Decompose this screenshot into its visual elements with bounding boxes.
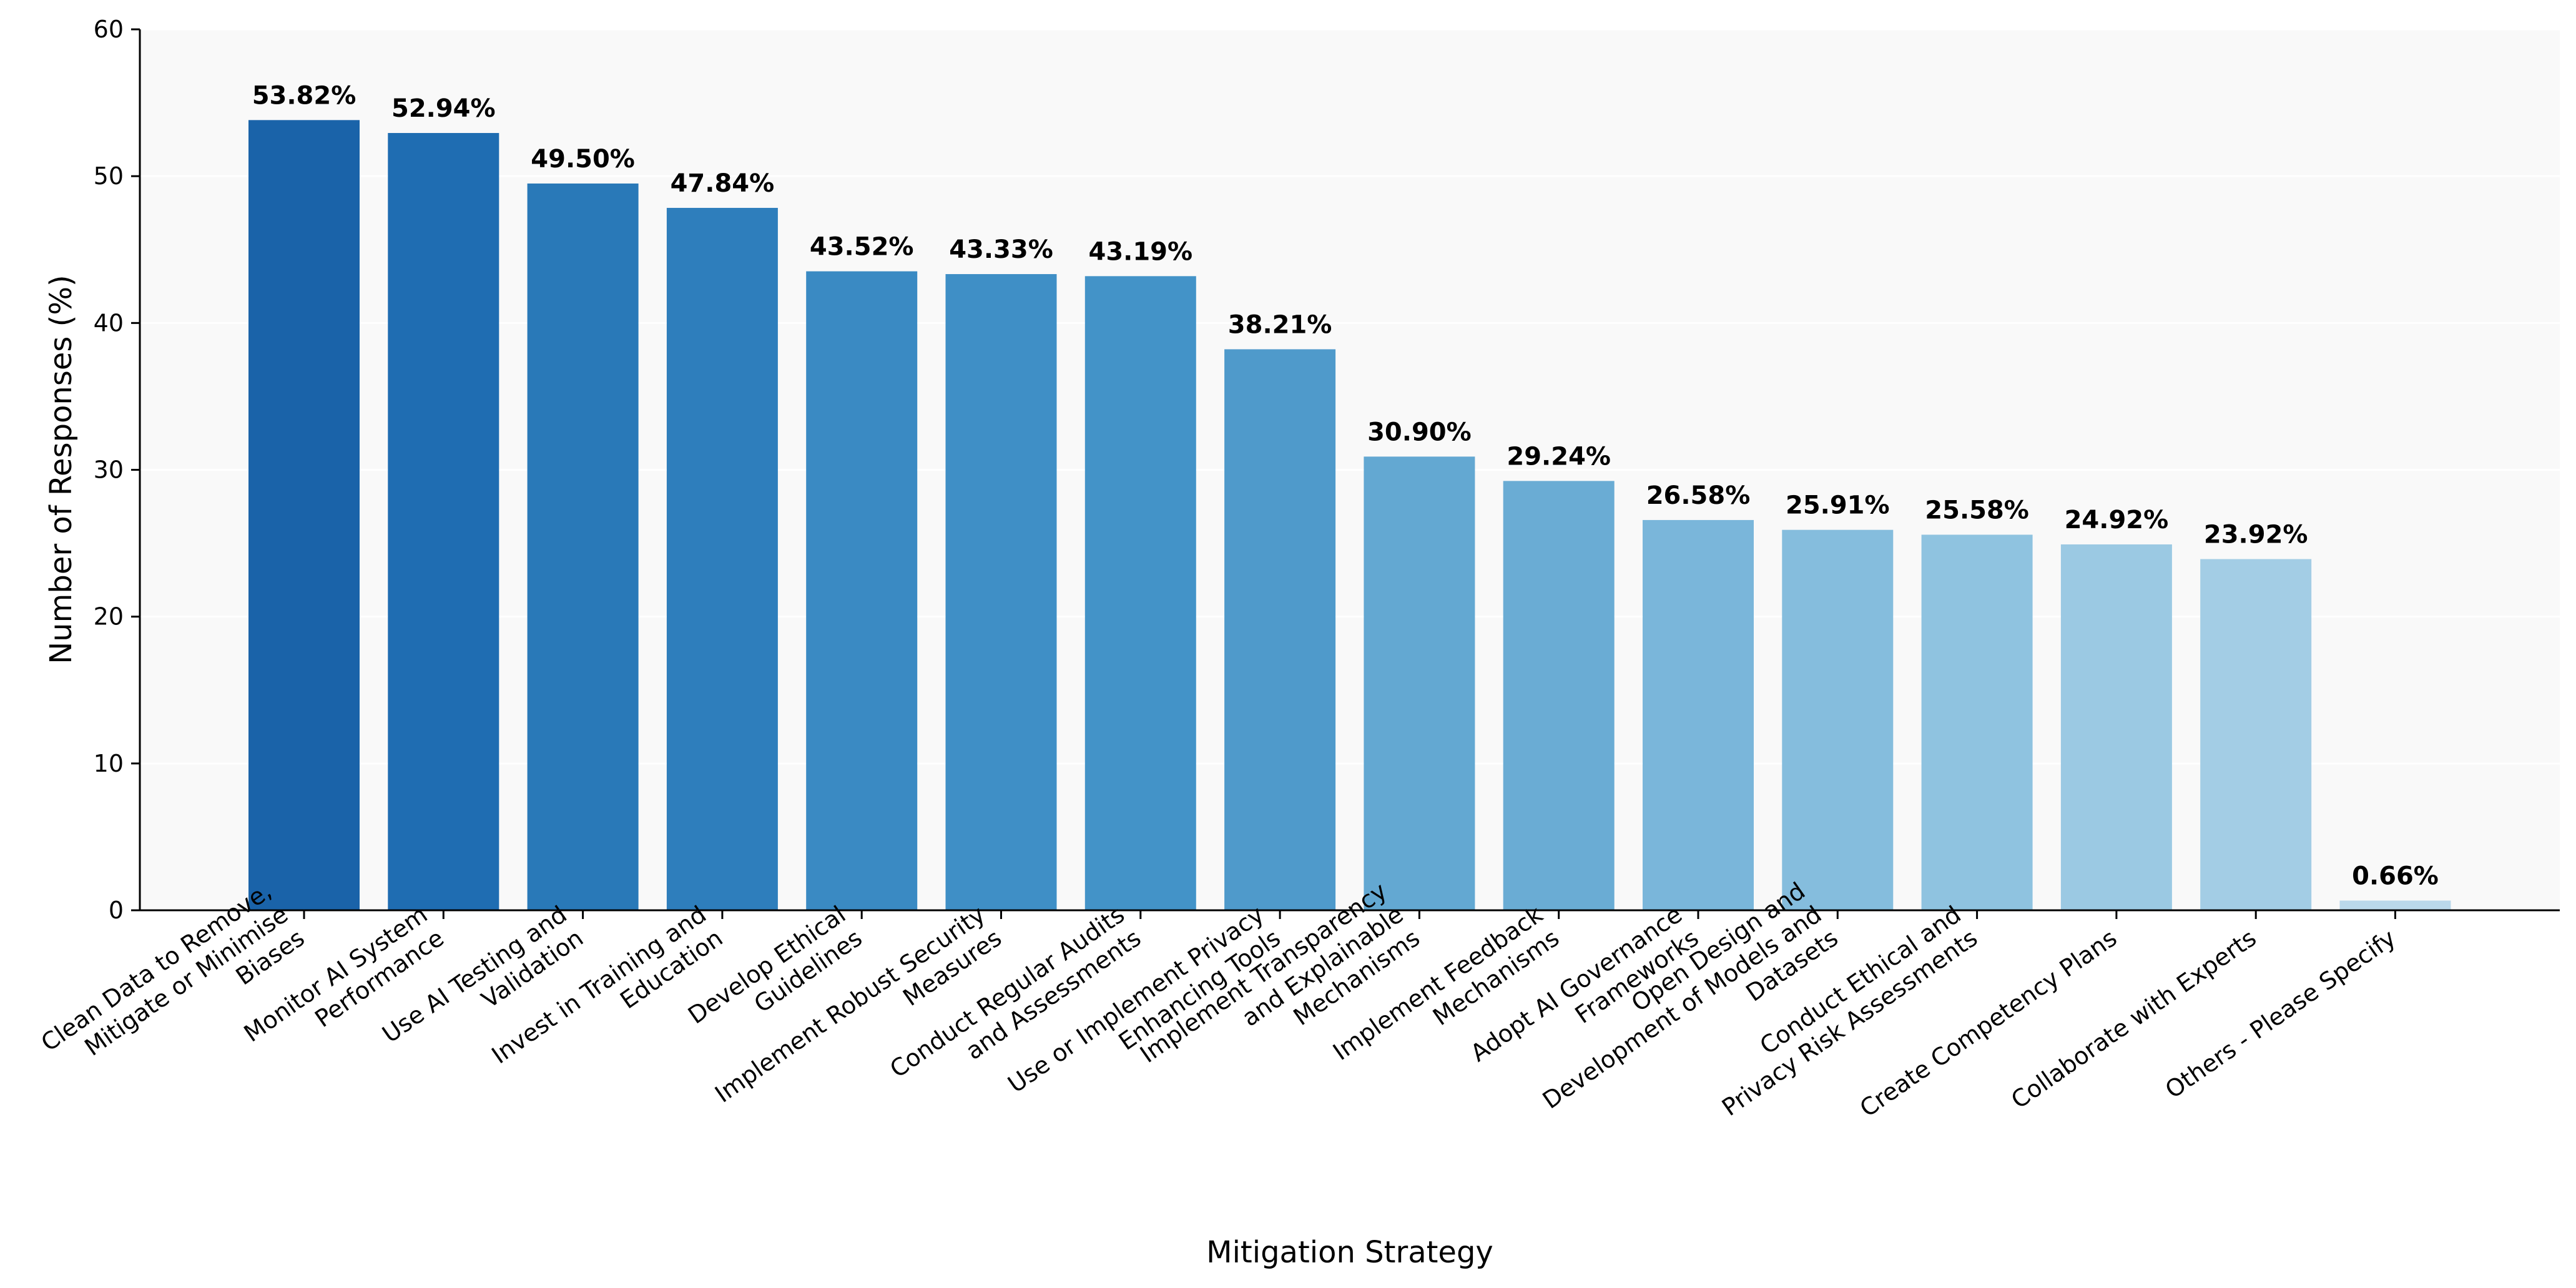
value-label: 24.92% <box>2065 506 2169 534</box>
value-label: 30.90% <box>1367 418 1472 446</box>
bar <box>527 183 639 910</box>
category-label: Collaborate with Experts <box>2006 924 2261 1114</box>
value-label: 25.58% <box>1925 496 2029 524</box>
value-label: 43.33% <box>949 235 1053 264</box>
bar <box>2200 559 2312 910</box>
value-label: 43.52% <box>810 233 914 262</box>
bar <box>1084 276 1196 910</box>
y-tick-label: 10 <box>94 750 124 777</box>
bar <box>248 120 360 910</box>
bar <box>388 133 499 910</box>
bar <box>1364 456 1475 910</box>
y-axis-ticks: 0 10 20 30 40 50 60 <box>94 16 140 924</box>
value-label: 49.50% <box>531 145 635 174</box>
category-label: Others - Please Specify <box>2160 924 2401 1104</box>
bar <box>2060 544 2172 910</box>
y-tick-label: 0 <box>109 897 124 924</box>
value-label: 38.21% <box>1228 310 1332 339</box>
bar <box>1921 534 2033 910</box>
value-label: 47.84% <box>671 169 775 198</box>
y-axis-title: Number of Responses (%) <box>44 275 79 664</box>
x-tick-labels: Clean Data to Remove,Mitigate or Minimis… <box>36 877 2401 1123</box>
y-tick-label: 30 <box>94 456 124 484</box>
value-label: 53.82% <box>252 81 356 110</box>
y-tick-label: 20 <box>94 603 124 631</box>
y-tick-label: 40 <box>94 309 124 337</box>
bar <box>945 274 1057 910</box>
bar <box>806 271 918 910</box>
value-label: 29.24% <box>1507 442 1611 471</box>
bar <box>1503 481 1615 910</box>
value-label: 52.94% <box>391 94 496 123</box>
value-label: 0.66% <box>2352 862 2439 890</box>
category-label-line: Others - Please Specify <box>2160 924 2401 1104</box>
y-tick-label: 50 <box>94 162 124 190</box>
category-label-line: Collaborate with Experts <box>2006 924 2261 1114</box>
bar <box>1782 529 1894 910</box>
value-label: 43.19% <box>1088 237 1192 266</box>
x-axis-title: Mitigation Strategy <box>1206 1235 1493 1270</box>
bar <box>2339 900 2451 910</box>
y-tick-label: 60 <box>94 16 124 43</box>
bar <box>1643 519 1754 910</box>
bar <box>1224 349 1336 910</box>
data-labels: 53.82% 52.94% 49.50% 47.84% 43.52% 43.33% 43.1… <box>252 81 2439 890</box>
x-axis-ticks <box>303 910 2396 919</box>
value-label: 26.58% <box>1646 481 1751 510</box>
value-label: 25.91% <box>1786 491 1890 520</box>
bars <box>248 120 2451 911</box>
value-label: 23.92% <box>2204 520 2308 549</box>
bar <box>666 207 778 911</box>
